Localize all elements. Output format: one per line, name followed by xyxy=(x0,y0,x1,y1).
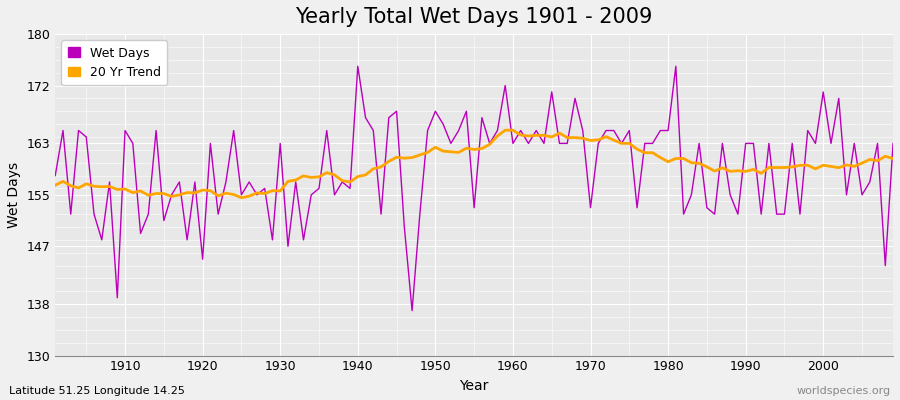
X-axis label: Year: Year xyxy=(460,379,489,393)
Text: Latitude 51.25 Longitude 14.25: Latitude 51.25 Longitude 14.25 xyxy=(9,386,184,396)
Legend: Wet Days, 20 Yr Trend: Wet Days, 20 Yr Trend xyxy=(61,40,167,85)
Text: worldspecies.org: worldspecies.org xyxy=(796,386,891,396)
Y-axis label: Wet Days: Wet Days xyxy=(7,162,21,228)
Title: Yearly Total Wet Days 1901 - 2009: Yearly Total Wet Days 1901 - 2009 xyxy=(295,7,652,27)
